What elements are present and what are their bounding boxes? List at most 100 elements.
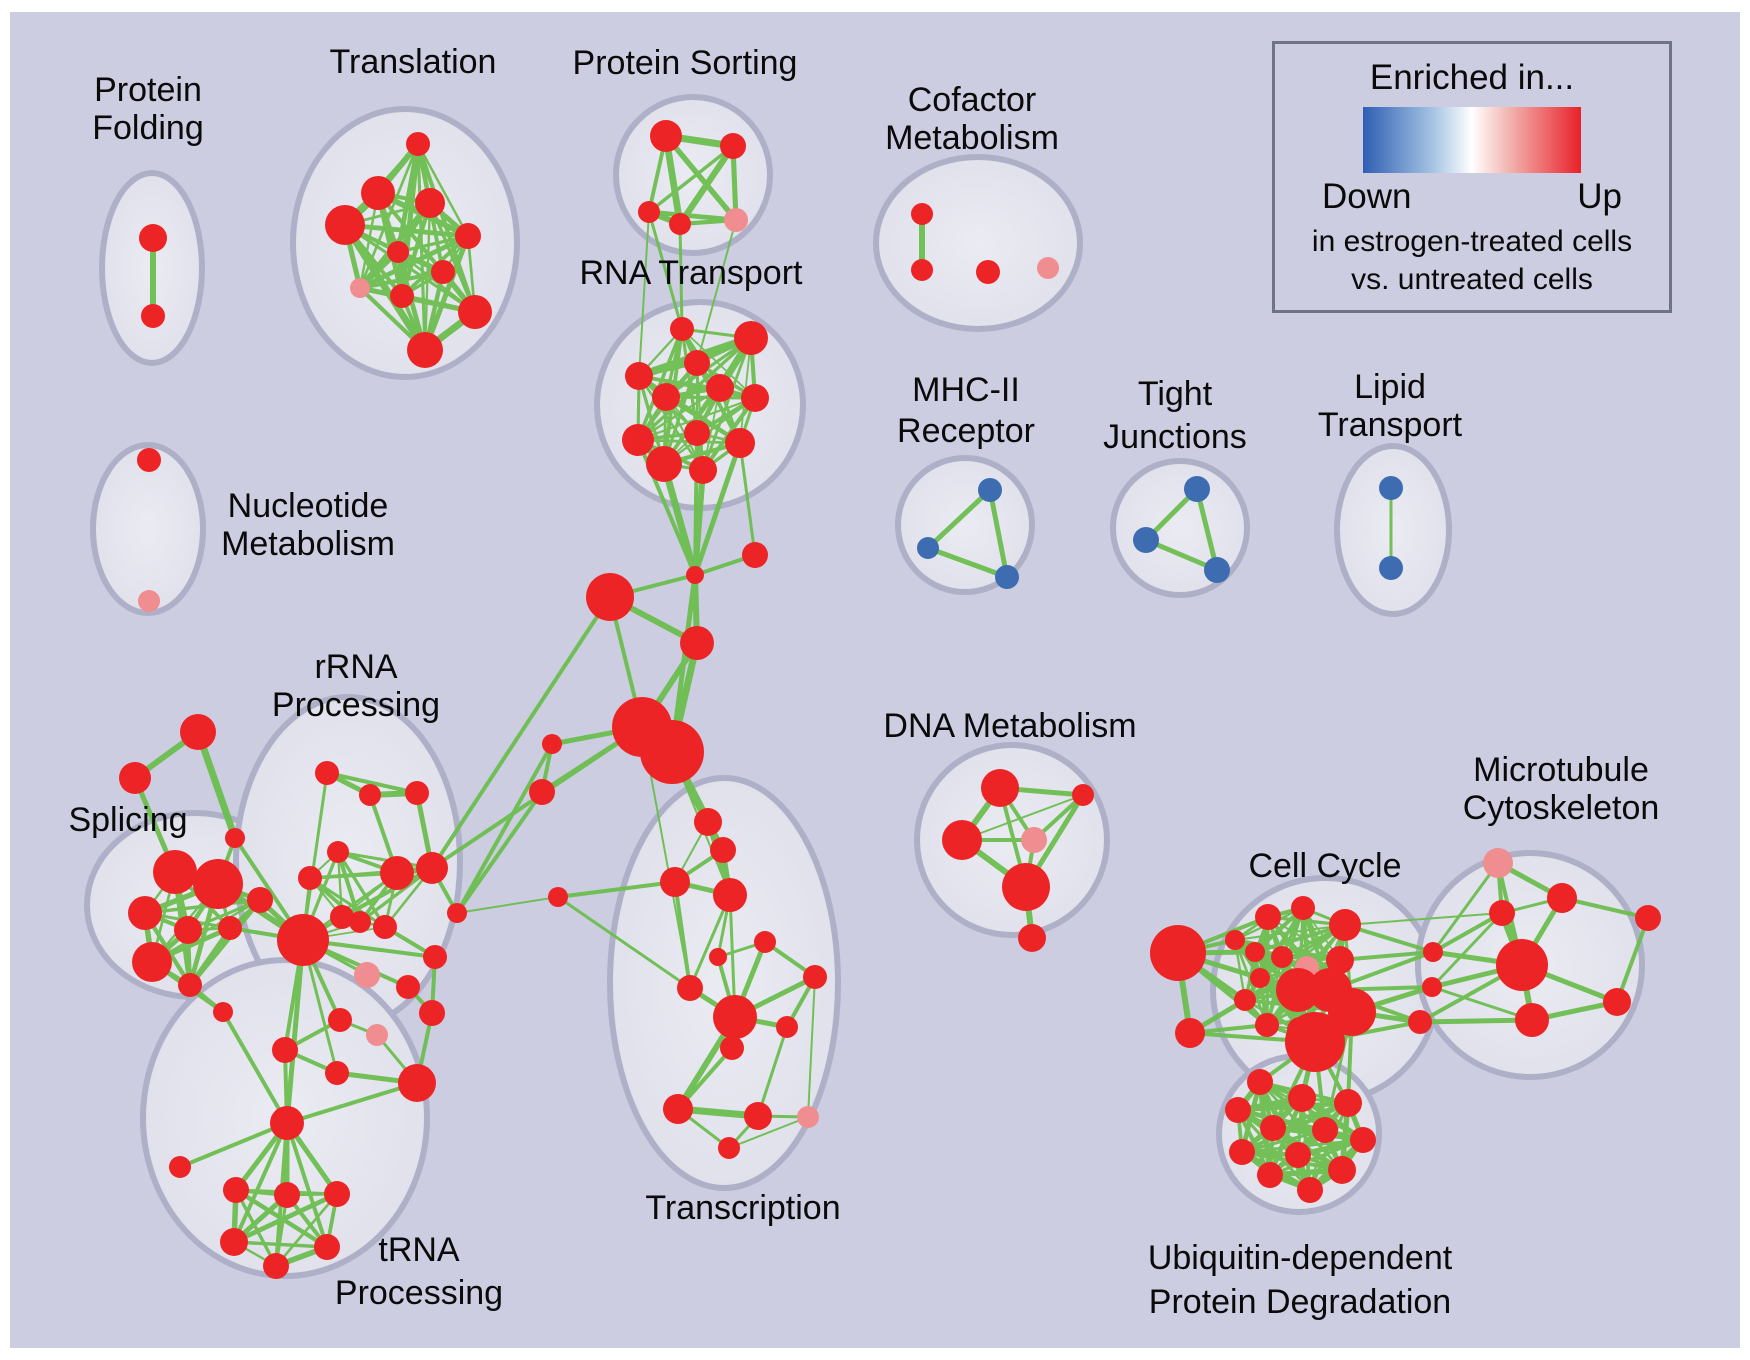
node-rrh bbox=[277, 914, 329, 966]
edge-ub7-ub11 bbox=[1268, 1138, 1365, 1177]
cluster-label-mhc-ii-receptor-line2: Receptor bbox=[897, 412, 1035, 450]
node-rt10 bbox=[725, 428, 755, 458]
edge-l2-rr13 bbox=[455, 790, 544, 915]
node-tg1 bbox=[223, 1177, 249, 1203]
node-mt3 bbox=[1489, 900, 1515, 926]
node-cc6 bbox=[1271, 946, 1293, 968]
node-lt2 bbox=[1379, 556, 1403, 580]
node-rr20 bbox=[272, 1037, 298, 1063]
edge-tgh-tg4 bbox=[232, 1121, 289, 1244]
node-rt1 bbox=[670, 317, 694, 341]
edge-l3-tx7 bbox=[556, 895, 692, 990]
node-sp8 bbox=[247, 887, 273, 913]
cluster-label-cell-cycle: Cell Cycle bbox=[1248, 847, 1401, 885]
edge-cc3-mt3 bbox=[1344, 912, 1503, 926]
node-cf1 bbox=[911, 203, 933, 225]
node-tr11 bbox=[407, 332, 443, 368]
edge-rt11-j1 bbox=[660, 460, 699, 579]
node-tx3 bbox=[660, 867, 690, 897]
node-mtp bbox=[1483, 848, 1513, 878]
node-cc12 bbox=[1255, 1013, 1279, 1037]
edge-cc7-jx1 bbox=[1338, 950, 1435, 962]
node-rr3 bbox=[405, 781, 429, 805]
edge-rr1-rr3 bbox=[325, 771, 419, 795]
node-tgi bbox=[169, 1156, 191, 1178]
edge-ps3-ps5 bbox=[646, 209, 739, 223]
node-tj1 bbox=[1184, 476, 1210, 502]
node-j2 bbox=[742, 542, 768, 568]
node-tx12 bbox=[663, 1094, 693, 1124]
edge-rr19-tgh bbox=[285, 1081, 419, 1125]
edge-l3-rr13 bbox=[456, 896, 559, 914]
node-dm1 bbox=[981, 769, 1019, 807]
node-rr11 bbox=[423, 945, 447, 969]
node-cc5 bbox=[1245, 942, 1265, 962]
cluster-label-nucleotide-metabolism-line1: Nucleotide bbox=[228, 487, 389, 525]
node-l2 bbox=[529, 779, 555, 805]
node-sp1 bbox=[153, 850, 197, 894]
edge-jx2-mt5 bbox=[1430, 985, 1534, 1022]
node-tx15 bbox=[718, 1137, 740, 1159]
node-sp7 bbox=[178, 973, 202, 997]
node-sp6 bbox=[132, 942, 172, 982]
node-tx8 bbox=[803, 965, 827, 989]
node-tr3 bbox=[415, 188, 445, 218]
cluster-label-translation: Translation bbox=[330, 43, 497, 81]
node-tj3 bbox=[1204, 557, 1230, 583]
edge-rt10-j1 bbox=[692, 440, 743, 578]
node-jx2 bbox=[1422, 977, 1442, 997]
node-j1 bbox=[686, 566, 704, 584]
node-ub2 bbox=[1288, 1084, 1316, 1112]
node-rr10 bbox=[373, 915, 397, 939]
cluster-label-ubiquitin-dependent-protein-degradation-line1: Ubiquitin-dependent bbox=[1148, 1239, 1453, 1277]
node-dm2 bbox=[1072, 784, 1094, 806]
legend-caption: in estrogen-treated cells vs. untreated … bbox=[1275, 223, 1669, 299]
node-rt2 bbox=[734, 321, 768, 355]
node-cc7 bbox=[1326, 946, 1354, 974]
node-cc9 bbox=[1234, 989, 1256, 1011]
edge-jx1-mt3 bbox=[1431, 911, 1504, 954]
node-ps4 bbox=[669, 213, 691, 235]
node-tr4 bbox=[325, 205, 365, 245]
cluster-label-rrna-processing-line1: rRNA bbox=[314, 648, 397, 686]
node-cc1 bbox=[1255, 904, 1281, 930]
edge-tr1-tr5 bbox=[416, 142, 470, 238]
node-cc3 bbox=[1329, 909, 1361, 941]
edge-rt2-rt8 bbox=[636, 336, 753, 442]
node-rt5 bbox=[652, 383, 680, 411]
edge-mh1-mh2 bbox=[925, 487, 993, 551]
node-rr9 bbox=[349, 911, 371, 933]
edge-tgh-tgi bbox=[178, 1121, 289, 1169]
node-ccB bbox=[1175, 1018, 1205, 1048]
node-dm5 bbox=[1002, 863, 1050, 911]
node-rr2 bbox=[359, 784, 381, 806]
legend-down-label: Down bbox=[1322, 177, 1412, 216]
node-tj2 bbox=[1133, 527, 1159, 553]
node-mt4 bbox=[1496, 939, 1548, 991]
node-bt3 bbox=[225, 828, 245, 848]
cluster-ellipse-nucleotide-metabolism bbox=[90, 442, 206, 616]
edge-jx2-mt3 bbox=[1430, 911, 1504, 989]
cluster-label-cofactor-metabolism-line2: Metabolism bbox=[885, 119, 1059, 157]
edge-tg3-tg4 bbox=[231, 1191, 340, 1245]
node-tr10 bbox=[458, 295, 492, 329]
node-mt5 bbox=[1515, 1003, 1549, 1037]
node-rr6 bbox=[380, 856, 414, 890]
cluster-label-protein-sorting: Protein Sorting bbox=[573, 44, 798, 82]
legend-up-label: Up bbox=[1577, 177, 1622, 216]
node-tg6 bbox=[263, 1253, 289, 1279]
node-tx11 bbox=[720, 1036, 744, 1060]
node-tr8 bbox=[350, 278, 370, 298]
node-ub4 bbox=[1225, 1097, 1251, 1123]
node-tx13 bbox=[744, 1102, 772, 1130]
node-mt1 bbox=[1547, 883, 1577, 913]
edge-tx8-tx14 bbox=[807, 976, 816, 1118]
node-rt12 bbox=[689, 456, 717, 484]
cluster-label-splicing: Splicing bbox=[68, 801, 187, 839]
node-ps1 bbox=[650, 120, 682, 152]
cluster-label-lipid-transport-line1: Lipid bbox=[1354, 368, 1426, 406]
node-rr5 bbox=[298, 866, 322, 890]
node-rr12 bbox=[396, 975, 420, 999]
node-cf4 bbox=[1037, 257, 1059, 279]
